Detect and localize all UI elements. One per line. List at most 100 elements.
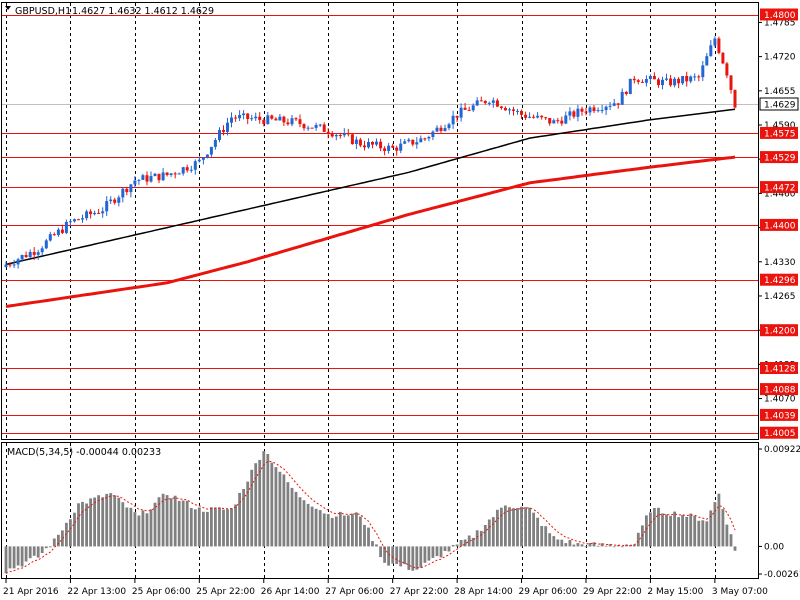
candle-body-38: [157, 173, 161, 181]
candle-46: [189, 165, 193, 173]
level-tag-2: 1.4529: [760, 151, 798, 164]
candle-body-34: [141, 175, 145, 180]
candle-body-53: [218, 130, 221, 140]
macd-bar-173: [701, 520, 705, 547]
macd-bar-106: [431, 546, 435, 558]
chart-menu-icon[interactable]: [5, 6, 11, 10]
macd-bar-11: [48, 546, 52, 548]
level-tag-label-9: 1.4039: [764, 411, 796, 421]
candle-106: [431, 130, 435, 141]
candle-166: [673, 77, 677, 88]
candle-body-168: [681, 76, 685, 84]
level-tag-label-0: 1.4800: [764, 11, 796, 21]
level-tag-label-7: 1.4128: [764, 365, 796, 375]
candle-79: [322, 122, 326, 133]
macd-bar-71: [290, 487, 294, 547]
macd-bar-178: [721, 509, 725, 547]
candle-body-31: [129, 184, 133, 193]
candle-body-142: [576, 108, 580, 117]
level-tag-label-5: 1.4296: [764, 276, 796, 286]
candle-body-124: [503, 108, 507, 111]
candle-body-35: [145, 175, 149, 182]
level-tag-8: 1.4088: [760, 383, 798, 396]
time-tick-label-9: 29 Apr 22:00: [583, 587, 642, 597]
macd-bar-121: [491, 517, 495, 547]
macd-bar-168: [681, 514, 684, 547]
candle-45: [185, 164, 189, 173]
candle-53: [218, 127, 221, 143]
candle-body-16: [68, 221, 72, 223]
candle-89: [363, 140, 366, 151]
candle-61: [250, 114, 254, 121]
candle-163: [661, 76, 664, 90]
macd-bar-41: [169, 498, 173, 547]
candle-41: [169, 173, 173, 177]
candle-body-85: [346, 133, 350, 135]
candle-113: [459, 103, 463, 122]
candle-body-79: [322, 124, 326, 132]
candle-body-173: [701, 65, 705, 78]
candle-body-30: [125, 188, 129, 193]
candle-body-91: [371, 142, 374, 145]
candle-body-162: [657, 79, 660, 86]
candle-123: [499, 105, 503, 110]
macd-bar-139: [564, 543, 568, 547]
level-tag-label-3: 1.4472: [764, 184, 796, 194]
macd-bar-66: [270, 462, 274, 547]
candle-120: [487, 101, 491, 106]
candle-44: [181, 166, 185, 176]
candle-57: [234, 114, 238, 122]
candle-142: [576, 105, 580, 122]
macd-bar-10: [44, 546, 48, 549]
candle-114: [463, 103, 467, 110]
candle-93: [379, 138, 383, 152]
macd-bar-78: [318, 510, 322, 547]
macd-bar-42: [173, 495, 177, 547]
candle-129: [524, 111, 528, 120]
macd-bar-83: [338, 511, 342, 547]
candle-body-15: [64, 222, 68, 233]
candle-86: [350, 133, 354, 145]
candle-body-1: [8, 264, 12, 266]
candle-body-32: [133, 180, 137, 185]
price-tick-label-2: 1.4655: [764, 87, 796, 97]
macd-bar-25: [105, 493, 109, 547]
ohlc-header: 1.4627 1.4632 1.4612 1.4629: [72, 6, 214, 17]
macd-bar-69: [282, 474, 286, 547]
macd-bar-97: [395, 546, 399, 565]
candle-body-121: [491, 100, 495, 103]
candle-176: [713, 36, 717, 48]
macd-bar-54: [222, 509, 225, 547]
candle-body-152: [616, 103, 620, 105]
level-tag-label-1: 1.4575: [764, 129, 796, 139]
candle-body-128: [520, 110, 523, 115]
candle-62: [254, 112, 258, 121]
time-tick-label-0: 21 Apr 2016: [3, 587, 59, 597]
candle-115: [467, 106, 471, 111]
level-tag-bg-7: [760, 362, 798, 374]
macd-bar-88: [359, 516, 362, 547]
level-tag-bg-4: [760, 218, 798, 231]
candle-104: [423, 137, 427, 141]
candle-48: [197, 156, 201, 163]
candle-body-84: [342, 133, 346, 136]
price-tick-label-0: 1.4785: [764, 18, 796, 28]
candle-body-112: [455, 115, 459, 118]
candle-9: [40, 246, 44, 256]
macd-bar-79: [322, 513, 326, 547]
macd-bar-94: [383, 546, 386, 563]
current-price-tag-label: 1.4629: [764, 101, 796, 111]
macd-bar-46: [189, 508, 193, 547]
macd-bar-20: [85, 503, 88, 547]
macd-bar-101: [411, 546, 415, 571]
candle-6: [28, 249, 32, 258]
candle-10: [44, 238, 48, 250]
candle-body-11: [48, 234, 52, 241]
macd-bar-67: [274, 467, 278, 547]
macd-tick-label-0: 0.00922: [764, 445, 800, 455]
candle-body-116: [471, 105, 475, 111]
macd-bar-52: [214, 507, 217, 547]
candle-64: [262, 118, 266, 127]
candle-22: [93, 210, 97, 216]
candle-118: [479, 96, 483, 102]
